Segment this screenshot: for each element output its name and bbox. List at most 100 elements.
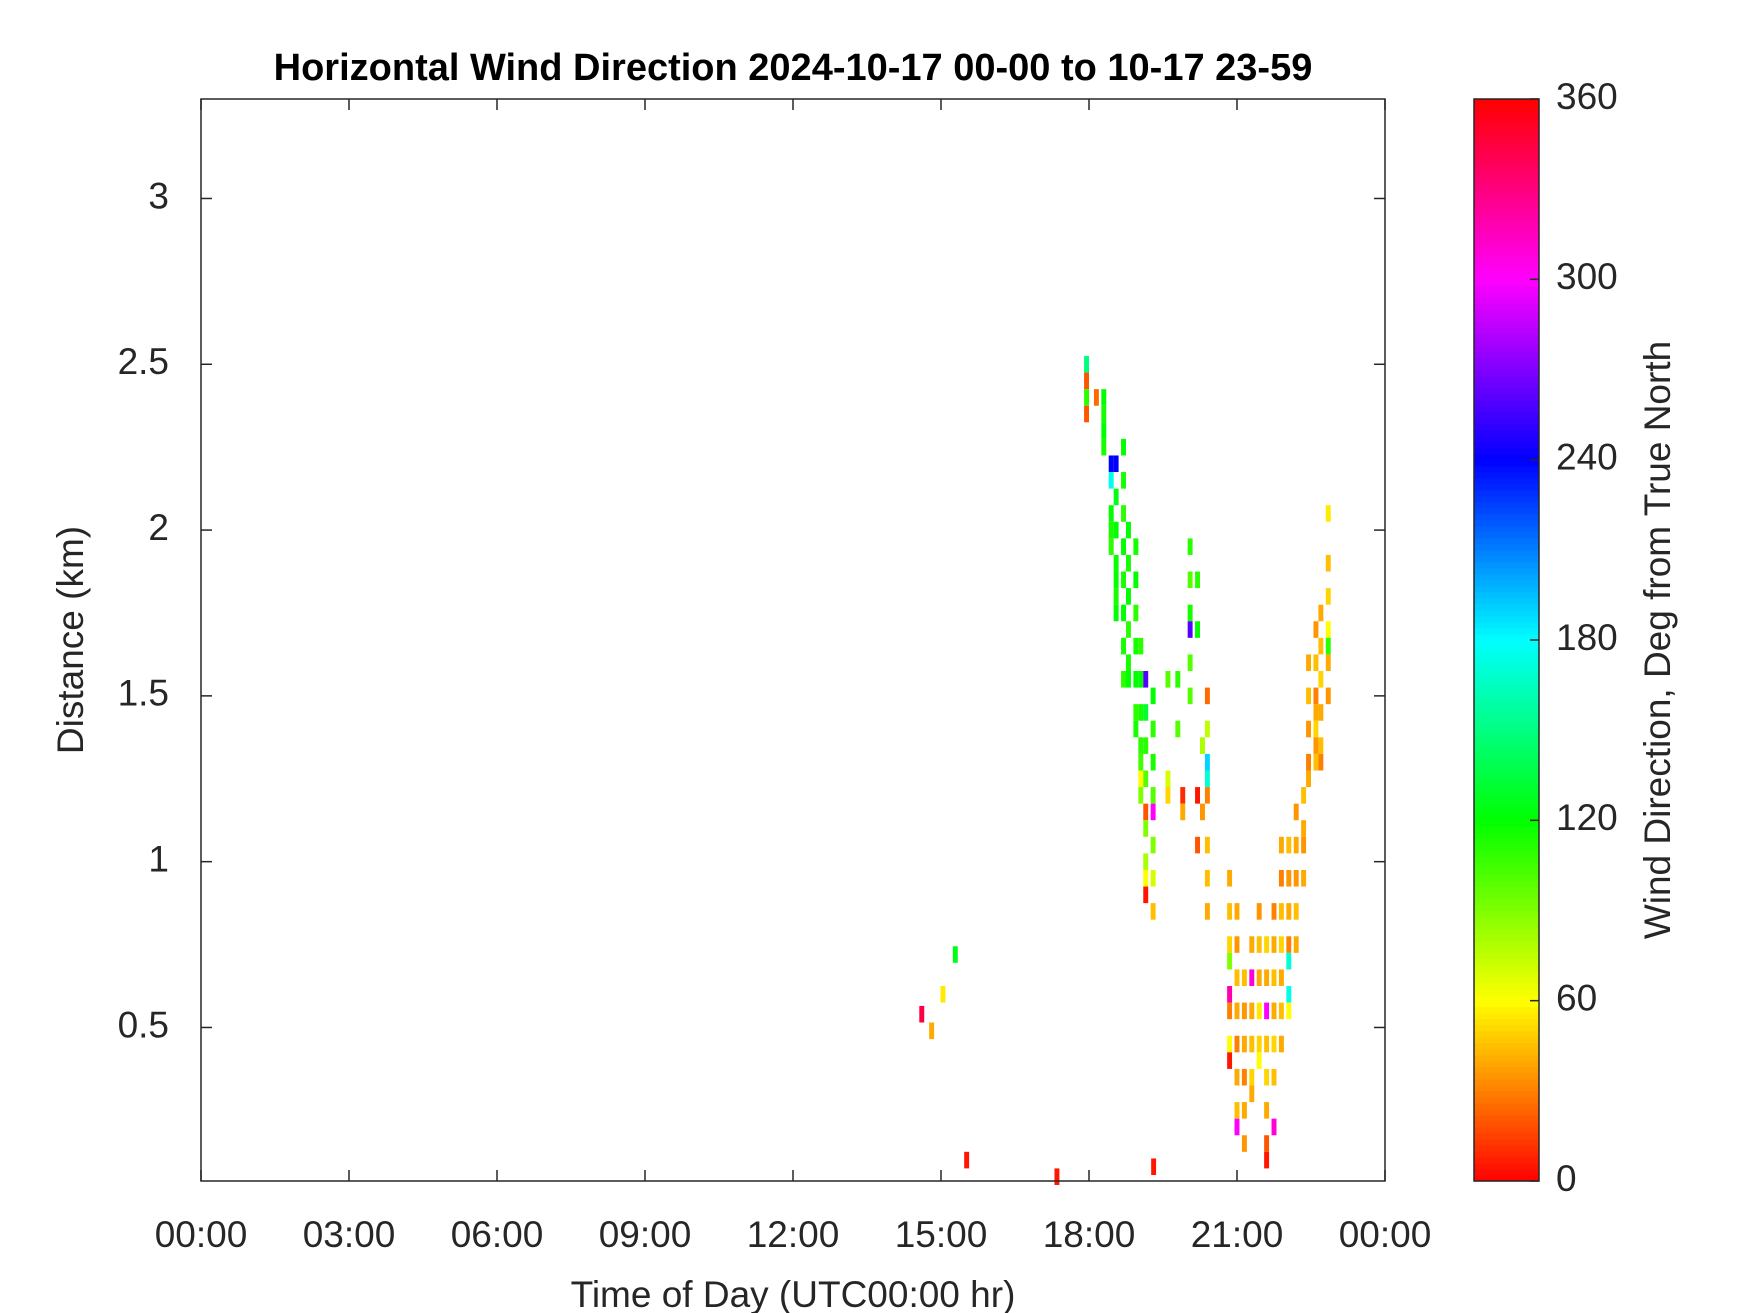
colorbar-band (1474, 123, 1539, 130)
x-tick-label: 21:00 (1191, 1214, 1284, 1255)
wind-cell (1313, 720, 1319, 738)
colorbar-band (1474, 375, 1539, 383)
colorbar-band (1474, 393, 1539, 401)
colorbar-band (1474, 1012, 1539, 1020)
wind-cell (1180, 803, 1186, 821)
wind-cell (1150, 803, 1156, 821)
colorbar-band (1474, 718, 1539, 725)
wind-cell (1249, 1035, 1255, 1053)
colorbar-band (1474, 399, 1539, 407)
colorbar-band (1474, 333, 1539, 341)
wind-cell (1084, 389, 1089, 406)
wind-cell (1234, 936, 1240, 953)
wind-cell (1264, 969, 1270, 987)
colorbar-band (1474, 345, 1539, 353)
colorbar-band (1474, 970, 1539, 978)
wind-cell (1227, 869, 1233, 887)
colorbar-band (1474, 489, 1539, 497)
colorbar-band (1474, 922, 1539, 930)
colorbar-band (1474, 898, 1539, 906)
colorbar-band (1474, 754, 1539, 761)
wind-cell (1306, 687, 1311, 705)
colorbar-band (1474, 964, 1539, 972)
wind-cell (1271, 1068, 1277, 1086)
wind-cell (1150, 869, 1156, 887)
colorbar-band (1474, 1084, 1539, 1092)
wind-cell (1126, 588, 1131, 605)
wind-cell (1286, 986, 1292, 1003)
wind-cell (1204, 836, 1210, 854)
colorbar-band (1474, 1108, 1539, 1116)
wind-cell (1187, 654, 1193, 672)
wind-cell (1227, 1035, 1233, 1053)
wind-cell (1249, 1068, 1255, 1086)
colorbar-band (1474, 111, 1539, 118)
wind-cell (1241, 1068, 1247, 1086)
wind-cell (1227, 903, 1233, 920)
wind-cell (1187, 604, 1193, 622)
wind-cell (1313, 753, 1319, 771)
wind-cell (1054, 1168, 1060, 1185)
colorbar-band (1474, 369, 1539, 377)
colorbar-band (1474, 177, 1539, 184)
wind-cell (1084, 405, 1089, 423)
colorbar-band (1474, 790, 1539, 797)
colorbar-band (1474, 1102, 1539, 1110)
colorbar-band (1474, 1126, 1539, 1134)
wind-cell (1271, 969, 1277, 987)
colorbar-band (1474, 652, 1539, 659)
wind-cell (1286, 903, 1292, 920)
wind-cell (1204, 787, 1210, 804)
wind-cell (1113, 521, 1119, 539)
colorbar-band (1474, 417, 1539, 425)
colorbar-tick-label: 240 (1556, 436, 1618, 477)
colorbar-band (1474, 742, 1539, 749)
colorbar-band (1474, 105, 1539, 112)
colorbar-band (1474, 99, 1539, 106)
wind-cell (1286, 836, 1292, 854)
colorbar-band (1474, 826, 1539, 833)
colorbar-band (1474, 459, 1539, 467)
colorbar-band (1474, 135, 1539, 142)
colorbar-band (1474, 802, 1539, 809)
wind-cell (1264, 1102, 1270, 1119)
wind-cell (1227, 1002, 1233, 1020)
wind-cell (1325, 621, 1331, 638)
wind-cell (1187, 571, 1193, 589)
colorbar-band (1474, 513, 1539, 521)
colorbar-band (1474, 129, 1539, 136)
colorbar-band (1474, 664, 1539, 671)
wind-cell (1138, 737, 1144, 754)
colorbar-band (1474, 525, 1539, 533)
wind-cell (1113, 571, 1119, 589)
y-tick-label: 2.5 (118, 341, 169, 382)
colorbar-band (1474, 1144, 1539, 1152)
wind-cell (1150, 836, 1156, 854)
colorbar-band (1474, 760, 1539, 767)
wind-cell (1180, 787, 1186, 804)
wind-cell (1293, 836, 1299, 854)
wind-cell (1256, 969, 1262, 987)
colorbar-band (1474, 868, 1539, 876)
wind-cell (1165, 787, 1171, 804)
wind-cell (1313, 704, 1319, 721)
colorbar-band (1474, 1150, 1539, 1158)
colorbar-band (1474, 1042, 1539, 1050)
colorbar-tick-label: 300 (1556, 256, 1618, 297)
colorbar-band (1474, 207, 1539, 214)
wind-cell (964, 1151, 970, 1169)
colorbar-band (1474, 237, 1539, 244)
colorbar-band (1474, 820, 1539, 827)
colorbar-band (1474, 1054, 1539, 1062)
y-axis-label: Distance (km) (50, 526, 91, 754)
wind-cell (1271, 1002, 1277, 1020)
colorbar-band (1474, 219, 1539, 226)
wind-cell (1256, 1035, 1262, 1053)
wind-cell (1264, 1135, 1270, 1152)
colorbar-band (1474, 640, 1539, 647)
colorbar-band (1474, 982, 1539, 990)
wind-cell (1234, 1002, 1240, 1020)
wind-cell (1093, 389, 1099, 406)
colorbar-band (1474, 411, 1539, 419)
colorbar-band (1474, 874, 1539, 882)
